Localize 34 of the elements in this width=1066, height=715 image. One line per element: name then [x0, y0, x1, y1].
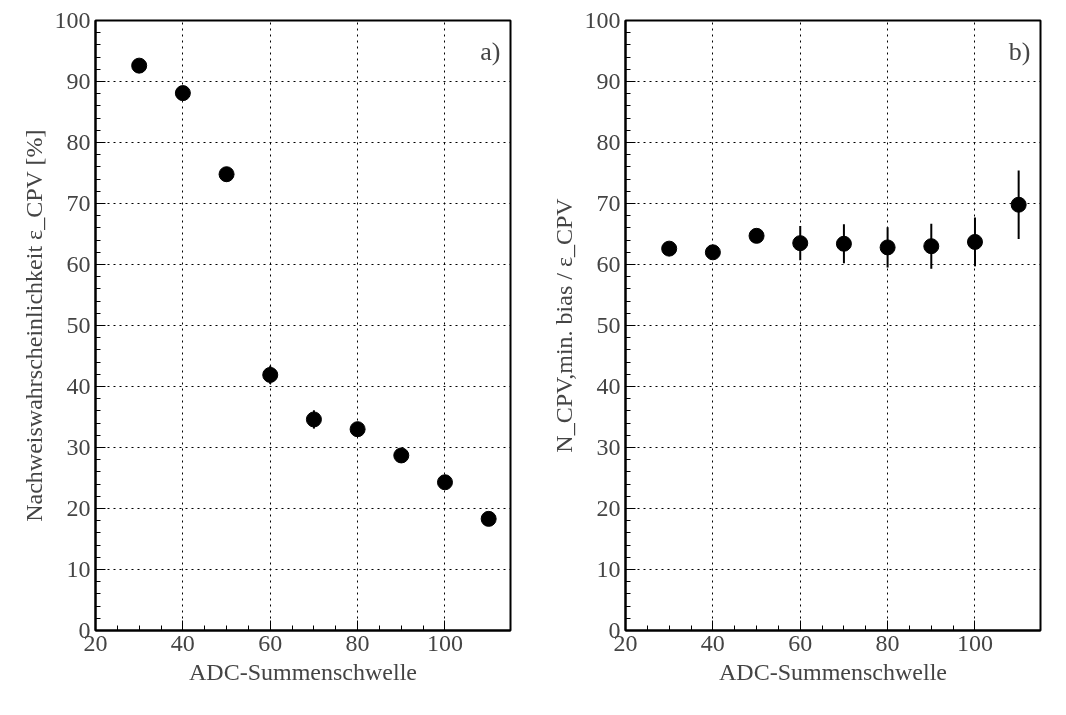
- x-tick-label: 40: [700, 629, 725, 656]
- x-tick-label: 80: [875, 629, 900, 656]
- y-tick-label: 40: [66, 373, 91, 399]
- annotation: b): [1008, 36, 1031, 66]
- y-tick-label: 20: [66, 495, 91, 521]
- y-tick-label: 40: [596, 373, 621, 399]
- y-tick-label: 50: [66, 312, 91, 338]
- x-tick-label: 60: [258, 629, 283, 656]
- x-tick-label: 100: [426, 629, 463, 656]
- y-tick-label: 80: [596, 129, 621, 155]
- y-axis-title: N_CPV,min. bias / ε_CPV: [550, 197, 577, 453]
- x-tick-label: 40: [170, 629, 195, 656]
- y-tick-label: 90: [596, 68, 621, 94]
- y-tick-label: 90: [66, 68, 91, 94]
- y-tick-label: 60: [596, 251, 621, 277]
- y-tick-label: 50: [596, 312, 621, 338]
- x-tick-label: 60: [788, 629, 813, 656]
- y-tick-label: 70: [66, 190, 91, 216]
- y-tick-label: 30: [596, 434, 621, 460]
- x-axis-title: ADC-Summenschwelle: [189, 658, 417, 685]
- annotation: a): [480, 36, 501, 66]
- y-tick-label: 10: [596, 556, 621, 582]
- y-tick-label: 80: [66, 129, 91, 155]
- y-tick-label: 30: [66, 434, 91, 460]
- y-axis-title: Nachweiswahrscheinlichkeit ε_CPV [%]: [20, 129, 47, 522]
- y-tick-label: 100: [54, 7, 91, 33]
- x-tick-label: 80: [345, 629, 370, 656]
- x-tick-label: 100: [956, 629, 993, 656]
- y-tick-label: 20: [596, 495, 621, 521]
- y-tick-label: 100: [584, 7, 621, 33]
- y-tick-label: 10: [66, 556, 91, 582]
- y-tick-label: 60: [66, 251, 91, 277]
- x-axis-title: ADC-Summenschwelle: [719, 658, 947, 685]
- y-tick-label: 70: [596, 190, 621, 216]
